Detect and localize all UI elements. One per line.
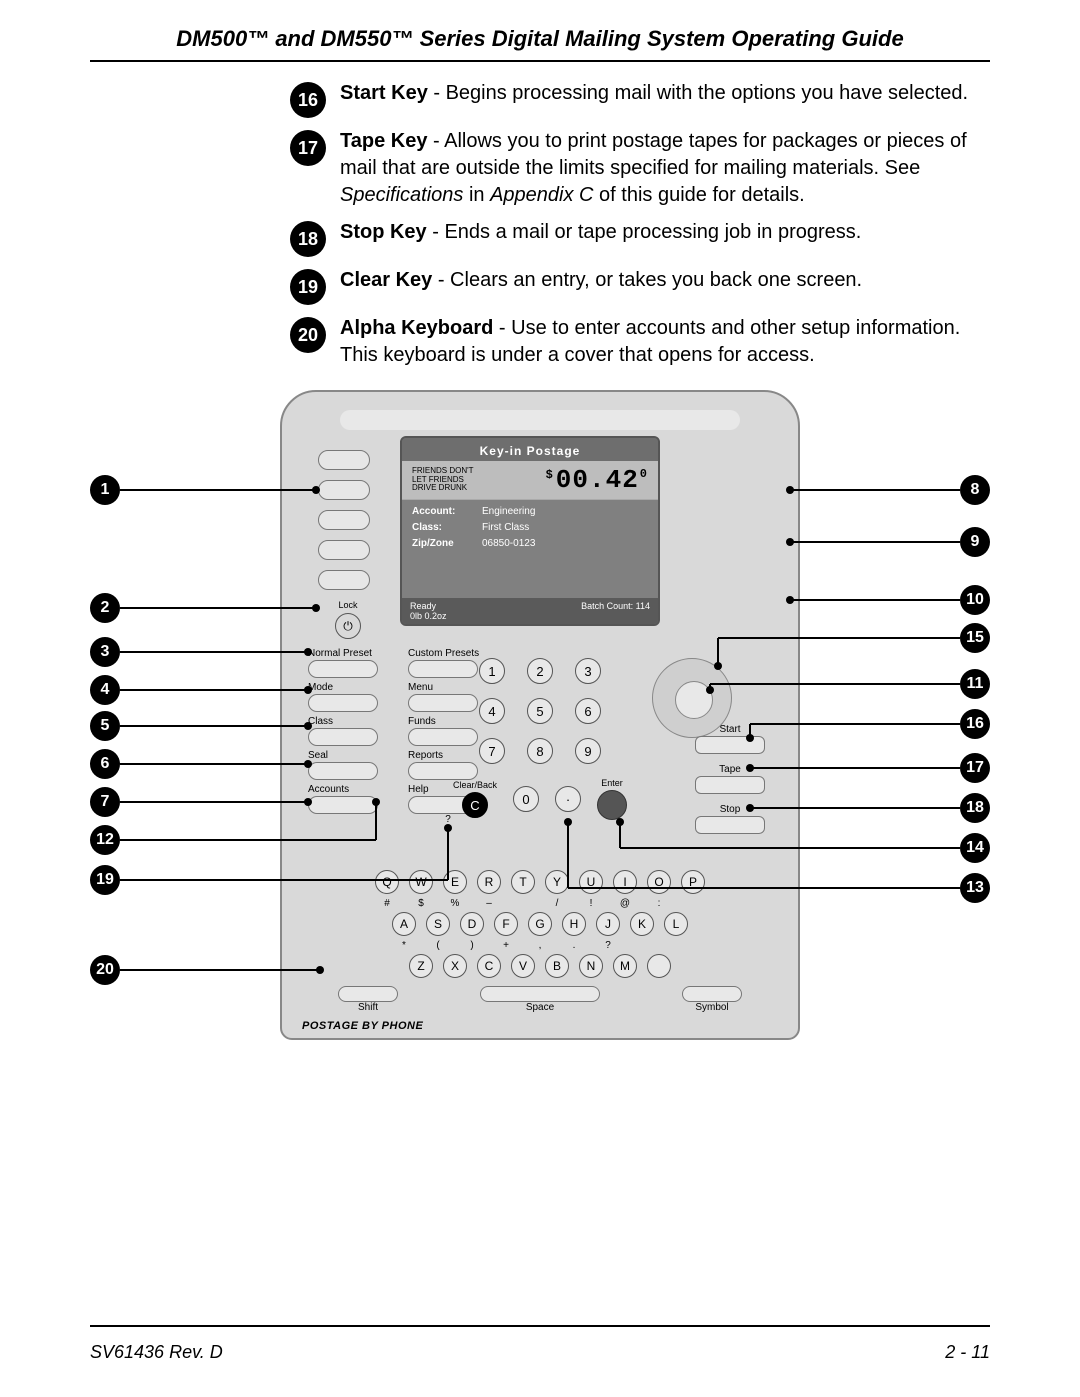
definition-item: 16 Start Key - Begins processing mail wit… bbox=[290, 80, 990, 118]
brand-label: POSTAGE BY PHONE bbox=[302, 1020, 423, 1032]
definition-item: 19 Clear Key - Clears an entry, or takes … bbox=[290, 267, 990, 305]
definition-number: 17 bbox=[290, 130, 326, 166]
number-pad: 123 456 789 Clear/Back C 0 · Enter bbox=[450, 658, 630, 820]
screen-footer: Ready 0lb 0.2oz Batch Count: 114 bbox=[402, 598, 658, 624]
page-footer: SV61436 Rev. D 2 - 11 bbox=[90, 1342, 990, 1363]
page-header: DM500™ and DM550™ Series Digital Mailing… bbox=[90, 26, 990, 60]
callout-bubble: 20 bbox=[90, 955, 120, 985]
definition-number: 19 bbox=[290, 269, 326, 305]
rule-top bbox=[90, 60, 990, 62]
callout-bubble: 3 bbox=[90, 637, 120, 667]
doc-id: SV61436 Rev. D bbox=[90, 1342, 223, 1363]
action-keys: Start Tape Stop bbox=[690, 724, 770, 844]
definition-number: 16 bbox=[290, 82, 326, 118]
rule-bottom bbox=[90, 1325, 990, 1327]
callout-bubble: 17 bbox=[960, 753, 990, 783]
screen-ad: FRIENDS DON'T LET FRIENDS DRIVE DRUNK bbox=[412, 467, 474, 493]
definition-text: Start Key - Begins processing mail with … bbox=[340, 80, 968, 107]
enter-key bbox=[597, 790, 627, 820]
callout-bubble: 16 bbox=[960, 709, 990, 739]
callout-bubble: 8 bbox=[960, 475, 990, 505]
definition-text: Clear Key - Clears an entry, or takes yo… bbox=[340, 267, 862, 294]
definition-number: 20 bbox=[290, 317, 326, 353]
definition-item: 18 Stop Key - Ends a mail or tape process… bbox=[290, 219, 990, 257]
callout-bubble: 5 bbox=[90, 711, 120, 741]
device-diagram: Key-in Postage FRIENDS DON'T LET FRIENDS… bbox=[90, 390, 990, 1050]
definition-item: 20 Alpha Keyboard - Use to enter accounts… bbox=[290, 315, 990, 369]
device-panel: Key-in Postage FRIENDS DON'T LET FRIENDS… bbox=[280, 390, 800, 1040]
definition-text: Tape Key - Allows you to print postage t… bbox=[340, 128, 990, 209]
lock-key: Lock ⏻ bbox=[318, 600, 378, 639]
callout-bubble: 11 bbox=[960, 669, 990, 699]
lcd-screen: Key-in Postage FRIENDS DON'T LET FRIENDS… bbox=[400, 436, 660, 626]
definition-text: Alpha Keyboard - Use to enter accounts a… bbox=[340, 315, 990, 369]
soft-keys bbox=[318, 450, 390, 600]
alpha-keyboard: QWERTYUIOP #$%–/!@: ASDFGHJKL *()+,.? ZX… bbox=[320, 870, 760, 1013]
screen-fields: Account:Engineering Class:First Class Zi… bbox=[402, 500, 658, 556]
postage-amount: $ 00.42 0 bbox=[546, 465, 648, 495]
callout-bubble: 13 bbox=[960, 873, 990, 903]
callout-bubble: 2 bbox=[90, 593, 120, 623]
definition-item: 17 Tape Key - Allows you to print postage… bbox=[290, 128, 990, 209]
callout-bubble: 15 bbox=[960, 623, 990, 653]
definition-number: 18 bbox=[290, 221, 326, 257]
page-number: 2 - 11 bbox=[945, 1342, 990, 1363]
screen-title: Key-in Postage bbox=[402, 438, 658, 461]
callout-bubble: 18 bbox=[960, 793, 990, 823]
callout-bubble: 9 bbox=[960, 527, 990, 557]
callout-bubble: 6 bbox=[90, 749, 120, 779]
callout-bubble: 14 bbox=[960, 833, 990, 863]
callout-bubble: 10 bbox=[960, 585, 990, 615]
definitions-list: 16 Start Key - Begins processing mail wit… bbox=[290, 80, 990, 369]
callout-bubble: 12 bbox=[90, 825, 120, 855]
callout-bubble: 7 bbox=[90, 787, 120, 817]
callout-bubble: 4 bbox=[90, 675, 120, 705]
callout-bubble: 19 bbox=[90, 865, 120, 895]
callout-bubble: 1 bbox=[90, 475, 120, 505]
definition-text: Stop Key - Ends a mail or tape processin… bbox=[340, 219, 861, 246]
